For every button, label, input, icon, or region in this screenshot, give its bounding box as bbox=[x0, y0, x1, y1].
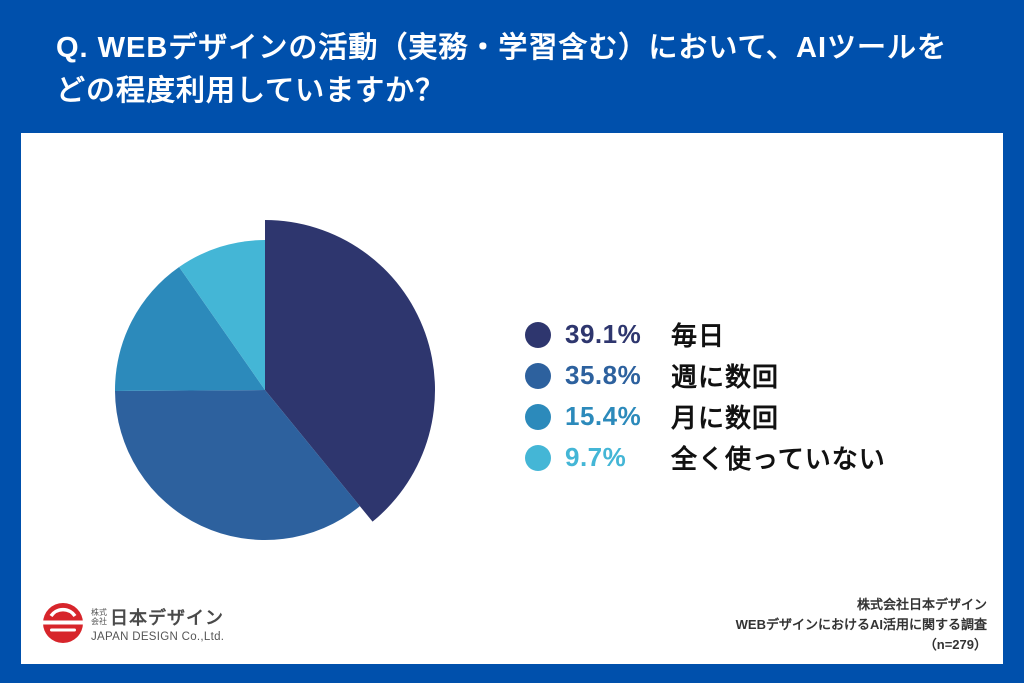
attribution-company: 株式会社日本デザイン bbox=[856, 597, 987, 612]
company-logo: 株式 会社 日本デザイン JAPAN DESIGN Co.,Ltd. bbox=[43, 603, 224, 643]
legend-label: 週に数回 bbox=[671, 362, 780, 392]
pie-chart bbox=[114, 220, 436, 541]
japan-design-logo-icon bbox=[43, 603, 83, 643]
survey-attribution: 株式会社日本デザイン WEBデザインにおけるAI活用に関する調査 （n=279） bbox=[736, 595, 987, 655]
legend-label: 月に数回 bbox=[671, 403, 780, 433]
pie-slice-daily bbox=[265, 220, 436, 522]
pie-slice-never bbox=[179, 240, 265, 390]
legend-label: 毎日 bbox=[671, 321, 726, 351]
company-name: 日本デザイン bbox=[110, 607, 224, 628]
pie-slice-few-times-a-month bbox=[114, 267, 266, 391]
chart-card: 39.1% 毎日 35.8% 週に数回 15.4% 月に数回 9.7% 全く使っていない 株式… bbox=[21, 133, 1003, 664]
legend-percent: 39.1% bbox=[565, 319, 642, 349]
company-logo-text: 株式 会社 日本デザイン JAPAN DESIGN Co.,Ltd. bbox=[91, 604, 224, 643]
company-prefix: 株式 会社 bbox=[91, 608, 107, 626]
page-title: Q. WEBデザインの活動（実務・学習含む）において、AIツールをどの程度利用し… bbox=[56, 32, 948, 107]
legend-label: 全く使っていない bbox=[671, 444, 886, 474]
company-name-en: JAPAN DESIGN Co.,Ltd. bbox=[91, 630, 225, 643]
attribution-survey-title: WEBデザインにおけるAI活用に関する調査 bbox=[735, 617, 987, 632]
company-prefix-bottom: 会社 bbox=[91, 616, 107, 626]
legend-bullet-icon bbox=[525, 403, 551, 430]
legend-row-never: 9.7% 全く使っていない bbox=[525, 437, 886, 478]
legend-row-daily: 39.1% 毎日 bbox=[525, 314, 886, 355]
pie-slice-few-times-a-week bbox=[115, 390, 360, 541]
legend-bullet-icon bbox=[525, 321, 551, 348]
legend-bullet-icon bbox=[525, 362, 551, 389]
legend-bullet-icon bbox=[525, 444, 551, 471]
legend-percent: 9.7% bbox=[565, 442, 627, 472]
legend-percent: 15.4% bbox=[565, 401, 642, 431]
legend-row-few-times-a-month: 15.4% 月に数回 bbox=[525, 396, 886, 437]
attribution-sample-size: （n=279） bbox=[923, 637, 987, 652]
company-prefix-top: 株式 bbox=[91, 607, 107, 617]
legend-row-few-times-a-week: 35.8% 週に数回 bbox=[525, 355, 886, 396]
pie-legend: 39.1% 毎日 35.8% 週に数回 15.4% 月に数回 9.7% 全く使っていない bbox=[525, 314, 886, 478]
legend-percent: 35.8% bbox=[565, 360, 642, 390]
